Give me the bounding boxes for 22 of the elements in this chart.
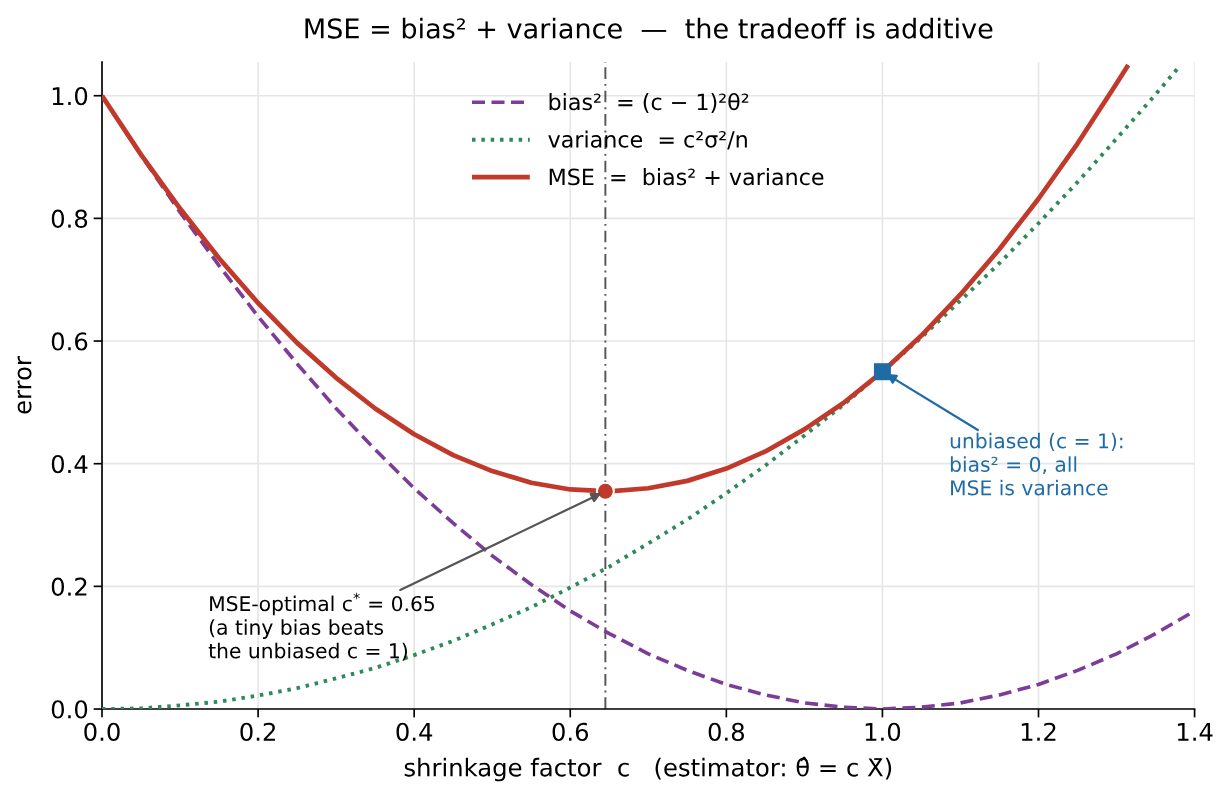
legend-label: MSE = bias² + variance (549, 168, 824, 186)
y-tick-label: 0.2 (51, 577, 87, 596)
legend-label: variance = c²σ²/n (548, 130, 747, 150)
x-tick-label: 1.4 (1177, 722, 1213, 741)
y-tick-label: 1.0 (52, 86, 88, 106)
x-tick-label: 0.0 (84, 722, 120, 742)
x-tick-label: 0.8 (708, 722, 744, 742)
x-tick-label: 0.4 (396, 722, 433, 742)
x-tick-label: 0.2 (240, 722, 275, 742)
annotation: MSE-optimal c$^{*}$ = 0.65 (a tiny bias beats the unbiased c = 1) (208, 592, 435, 661)
y-tick-label: 0.6 (51, 332, 88, 351)
y-tick-label: 0.8 (51, 209, 88, 228)
y-axis-title: error (17, 356, 32, 414)
annotation: unbiased (c = 1): bias² = 0, all MSE is variance (950, 432, 1123, 496)
x-tick-label: 1.2 (1021, 722, 1056, 741)
x-tick-label: 0.6 (552, 722, 589, 742)
legend-label: bias² = (c − 1)²θ² (549, 92, 749, 113)
y-tick-label: 0.4 (51, 454, 88, 474)
x-axis-title: shrinkage factor c (estimator: θ̂ = c X̄) (404, 756, 892, 782)
chart-title: MSE = bias² + variance — the tradeoff is additive (305, 17, 993, 39)
x-tick-label: 1.0 (865, 722, 901, 742)
y-tick-label: 0.0 (51, 700, 88, 719)
